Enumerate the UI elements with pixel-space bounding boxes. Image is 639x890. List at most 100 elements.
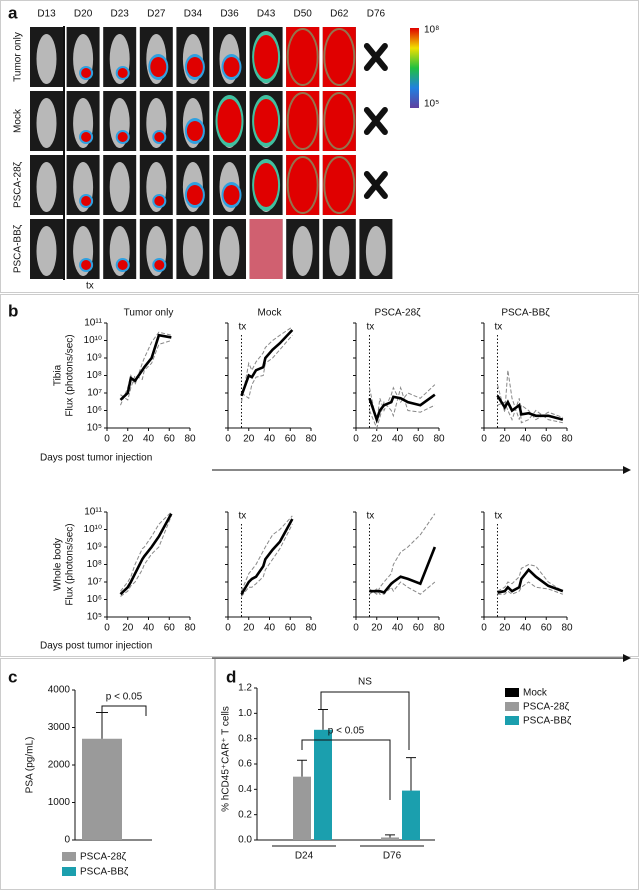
signal [286,155,320,215]
x-tick-label: 20 [371,434,383,445]
x-tick-label: 80 [184,434,196,445]
x-tick-label: D24 [295,851,314,862]
mouse [109,162,130,212]
panel-label: a [8,3,18,22]
error-bar [406,757,416,791]
signal [81,196,92,206]
y-tick-label: 0.8 [238,733,252,744]
mean-line [240,518,294,595]
x-tick-label: 40 [143,623,155,634]
panel-label: d [226,667,236,686]
signal [322,91,356,151]
chart-title: Tumor only [124,308,174,319]
mean-line [496,395,564,421]
x-tick-label: 60 [541,623,553,634]
legend-label: PSCA-BBζ [80,867,129,878]
y-tick-label: 10⁷ [87,577,102,588]
legend-label: PSCA-28ζ [80,852,127,863]
x-tick-label: 20 [243,434,255,445]
x-tick-label: 60 [285,434,297,445]
y-tick-label: 4000 [48,685,71,696]
mouse [329,226,350,276]
mean-line [119,333,172,401]
day-label: D36 [220,9,239,20]
x-tick-label: 80 [305,623,317,634]
x-tick-label: 0 [104,623,110,634]
row-label: PSCA-BBζ [13,224,24,273]
y-axis-title: Whole body [53,538,64,591]
y-tick-label: 10⁷ [87,388,102,399]
x-tick-label: 0 [481,623,487,634]
treatment-label: tx [494,322,502,333]
bar [82,738,122,840]
signal [223,57,240,77]
mean-line [497,567,564,594]
y-tick-label: 0.0 [238,835,252,846]
x-tick-label: 0 [225,434,231,445]
y-tick-label: 10⁶ [87,594,102,605]
bar [402,790,420,840]
colorbar-label: 10⁵ [424,99,439,110]
day-label: D20 [74,9,93,20]
x-tick-label: 60 [164,434,176,445]
y-tick-label: 10⁶ [87,405,102,416]
mean-line [368,393,436,424]
bar [314,729,332,840]
legend-label: PSCA-BBζ [523,716,572,727]
mouse [365,226,386,276]
error-bar [385,834,395,838]
error-bar [318,709,328,730]
x-tick-label: 40 [392,623,404,634]
signal [154,196,165,206]
individual-line [497,581,564,595]
signal [81,68,92,78]
day-label: D27 [147,9,166,20]
axis [483,512,567,618]
y-tick-label: 10⁵ [87,423,102,434]
y-tick-label: 0 [64,835,70,846]
x-tick-label: 40 [143,434,155,445]
x-tick-label: 20 [122,623,134,634]
error-bar [96,712,108,739]
y-tick-label: 10⁸ [87,370,102,381]
signal [249,219,283,279]
x-tick-label: 40 [392,434,404,445]
individual-line [240,326,293,403]
deceased-mark [363,171,388,199]
signal-edge [323,28,356,86]
y-axis-title: Flux (photons/sec) [65,523,76,605]
signal [322,155,356,215]
day-label: D62 [330,9,349,20]
day-label: D50 [294,9,313,20]
colorbar-label: 10⁸ [424,25,439,36]
x-tick-label: 20 [122,434,134,445]
x-tick-label: 20 [243,623,255,634]
row-label: Mock [13,108,24,133]
legend-swatch [505,688,519,697]
mouse [182,226,203,276]
signal-edge [286,28,319,86]
signal [322,27,356,87]
x-tick-label: 40 [520,623,532,634]
axis [106,512,190,618]
y-tick-label: 2000 [48,760,71,771]
individual-line [120,515,172,597]
treatment-label: tx [238,511,246,522]
signal-edge [323,156,356,214]
y-axis-title: PSA (pg/mL) [25,737,36,794]
day-label: D43 [257,9,276,20]
signal [223,185,240,205]
chart-title: PSCA-BBζ [501,308,550,319]
panel-label: c [8,667,17,686]
signal [217,99,242,143]
bar [381,837,399,840]
x-tick-label: 0 [104,434,110,445]
annotation: NS [358,677,372,688]
signal [286,27,320,87]
bracket [301,739,391,800]
chart-title: PSCA-28ζ [374,308,421,319]
individual-line [369,513,436,595]
signal [154,260,165,270]
x-tick-label: 60 [285,623,297,634]
